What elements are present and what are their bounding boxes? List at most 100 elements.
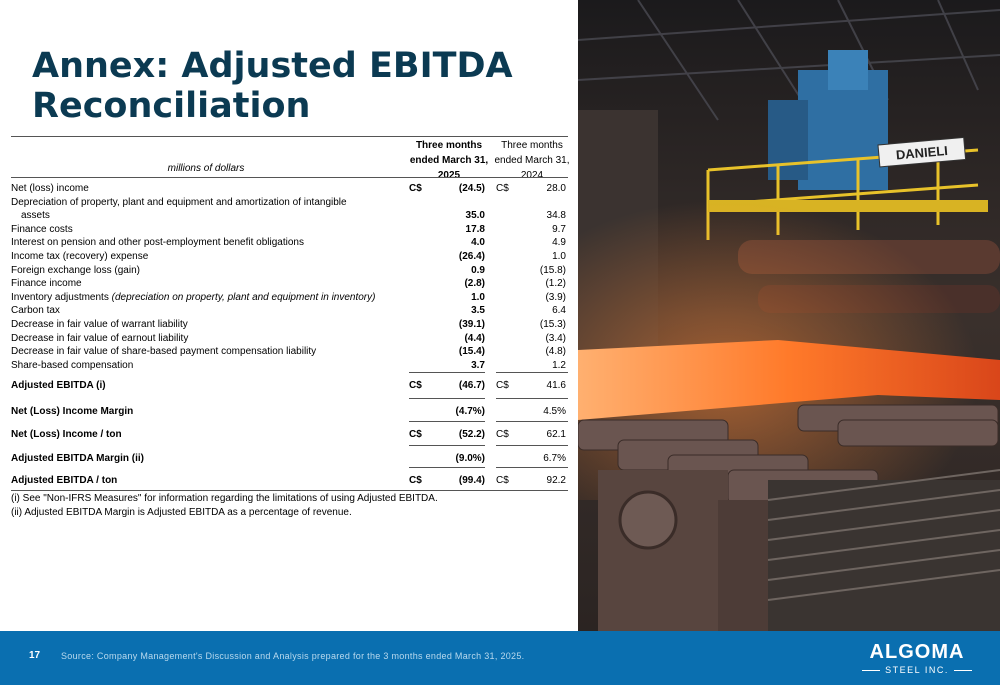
value-2025: (15.4) xyxy=(458,346,485,358)
logo-wordmark: ALGOMA xyxy=(869,641,965,663)
value-2025: (26.4) xyxy=(458,251,485,262)
table-top-rule xyxy=(11,136,568,137)
table-row: Decrease in fair value of warrant liabil… xyxy=(11,318,568,331)
table-row: Foreign exchange loss (gain) 0.9 (15.8) xyxy=(11,264,568,277)
summary-label: Adjusted EBITDA / ton xyxy=(11,475,118,486)
value-2024: 4.5% xyxy=(543,406,566,417)
currency-label: C$ xyxy=(496,475,509,486)
row-label-continued: assets xyxy=(21,210,50,222)
value-2025: (52.2) xyxy=(458,429,485,440)
value-rule xyxy=(496,372,568,373)
value-2025: 3.5 xyxy=(471,305,485,317)
logo-subtitle: STEEL INC. xyxy=(885,665,949,675)
row-label: Finance income xyxy=(11,278,82,290)
column-header-2024: Three months ended March 31, 2024 xyxy=(494,140,570,181)
footer-bar: 17 Source: Company Management's Discussi… xyxy=(0,631,1000,685)
value-2025: (99.4) xyxy=(458,475,485,486)
row-label: Depreciation of property, plant and equi… xyxy=(11,196,347,208)
column-header-2025: Three months ended March 31, 2025 xyxy=(409,140,489,181)
value-rule xyxy=(496,467,568,468)
footnote-i: (i) See "Non-IFRS Measures" for informat… xyxy=(11,493,438,504)
value-2024: 62.1 xyxy=(546,429,566,440)
row-label: Inventory adjustments (depreciation on p… xyxy=(11,291,376,303)
value-2025: 1.0 xyxy=(471,291,485,303)
table-row: Share-based compensation 3.7 1.2 xyxy=(11,359,568,372)
table-row-continued: assets 35.0 34.8 xyxy=(11,209,568,222)
value-2024: 28.0 xyxy=(546,183,566,194)
value-2025: (2.8) xyxy=(464,278,485,290)
value-2025: (4.7%) xyxy=(455,406,485,417)
title-line-1: Annex: Adjusted EBITDA xyxy=(32,46,513,86)
danieli-sign: DANIELI xyxy=(895,143,948,162)
currency-label: C$ xyxy=(496,380,509,391)
value-2024: 92.2 xyxy=(546,475,566,486)
title-line-2: Reconciliation xyxy=(32,86,311,126)
value-2025: (4.4) xyxy=(464,332,485,344)
value-rule xyxy=(409,445,485,446)
table-row: Decrease in fair value of share-based pa… xyxy=(11,345,568,358)
logo-rule-left xyxy=(862,670,880,671)
table-row: Carbon tax 3.5 6.4 xyxy=(11,304,568,317)
currency-label: C$ xyxy=(496,183,509,194)
value-2024: 6.7% xyxy=(543,453,566,464)
table-row: Net (loss) income C$ (24.5) C$ 28.0 xyxy=(11,182,568,195)
row-label: Income tax (recovery) expense xyxy=(11,251,149,262)
page-title: Annex: Adjusted EBITDA Reconciliation xyxy=(32,46,572,126)
value-rule xyxy=(496,445,568,446)
value-rule xyxy=(496,398,568,399)
summary-row: Adjusted EBITDA Margin (ii) (9.0%) 6.7% xyxy=(11,452,568,465)
units-label: millions of dollars xyxy=(167,163,245,174)
row-label: Foreign exchange loss (gain) xyxy=(11,264,140,276)
row-label: Decrease in fair value of warrant liabil… xyxy=(11,319,188,330)
summary-label: Net (Loss) Income / ton xyxy=(11,429,122,440)
algoma-logo: ALGOMA STEEL INC. xyxy=(862,641,972,677)
value-rule xyxy=(496,421,568,422)
summary-label: Adjusted EBITDA Margin (ii) xyxy=(11,453,144,464)
value-2024: 6.4 xyxy=(552,305,566,317)
table-row: Finance costs 17.8 9.7 xyxy=(11,223,568,236)
currency-label: C$ xyxy=(409,475,422,486)
table-row: Inventory adjustments (depreciation on p… xyxy=(11,291,568,304)
value-2025: (9.0%) xyxy=(455,453,485,464)
row-label: Interest on pension and other post-emplo… xyxy=(11,237,304,249)
table-row: Interest on pension and other post-emplo… xyxy=(11,236,568,249)
value-2024: (15.8) xyxy=(539,264,566,276)
footnote-ii: (ii) Adjusted EBITDA Margin is Adjusted … xyxy=(11,507,352,518)
summary-row: Adjusted EBITDA / ton C$ (99.4) C$ 92.2 xyxy=(11,474,568,487)
value-rule xyxy=(409,398,485,399)
row-label-detail: (depreciation on property, plant and equ… xyxy=(111,291,376,303)
table-row: Finance income (2.8) (1.2) xyxy=(11,277,568,290)
value-2025: (39.1) xyxy=(458,319,485,330)
value-2024: (15.3) xyxy=(539,319,566,330)
value-2025: (24.5) xyxy=(458,183,485,194)
logo-rule-right xyxy=(954,670,972,671)
table-row: Depreciation of property, plant and equi… xyxy=(11,196,568,209)
value-2025: 4.0 xyxy=(471,237,485,249)
value-2024: 1.2 xyxy=(552,359,566,371)
row-label: Net (loss) income xyxy=(11,183,89,194)
value-2024: (3.9) xyxy=(545,291,566,303)
row-label: Share-based compensation xyxy=(11,359,134,371)
rolling-mill-illustration: DANIELI xyxy=(578,0,1000,631)
currency-label: C$ xyxy=(409,429,422,440)
value-2024: 34.8 xyxy=(546,210,566,222)
currency-label: C$ xyxy=(409,183,422,194)
value-2025: 3.7 xyxy=(471,359,485,371)
currency-label: C$ xyxy=(409,380,422,391)
value-2024: (4.8) xyxy=(545,346,566,358)
row-label: Carbon tax xyxy=(11,305,60,317)
row-label: Finance costs xyxy=(11,223,73,235)
value-2024: (3.4) xyxy=(545,332,566,344)
page-number: 17 xyxy=(29,650,41,661)
value-2024: 9.7 xyxy=(552,223,566,235)
value-rule xyxy=(409,372,485,373)
summary-row: Net (Loss) Income / ton C$ (52.2) C$ 62.1 xyxy=(11,428,568,441)
row-label: Decrease in fair value of share-based pa… xyxy=(11,346,317,358)
value-rule xyxy=(409,421,485,422)
steel-mill-photo: DANIELI xyxy=(578,0,1000,631)
table-row: Income tax (recovery) expense (26.4) 1.0 xyxy=(11,250,568,263)
table-row: Decrease in fair value of earnout liabil… xyxy=(11,332,568,345)
value-2025: 0.9 xyxy=(471,264,485,276)
summary-row: Adjusted EBITDA (i) C$ (46.7) C$ 41.6 xyxy=(11,379,568,392)
table-bottom-rule xyxy=(11,490,568,491)
